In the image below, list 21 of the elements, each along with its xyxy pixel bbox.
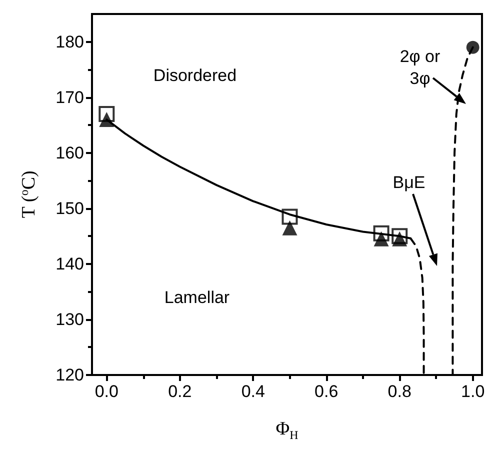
- x-tick-label: 0.2: [168, 382, 192, 401]
- y-tick-label: 140: [56, 254, 84, 274]
- y-tick-label: 180: [56, 32, 84, 52]
- annotation: 2φ or 3φ: [400, 47, 440, 88]
- point: [282, 220, 298, 236]
- x-tick-label: 1.0: [461, 382, 485, 401]
- annotation: Lamellar: [164, 288, 230, 307]
- y-tick-label: 130: [56, 310, 84, 329]
- x-tick-label: 0.0: [94, 382, 118, 401]
- x-tick-label: 0.4: [241, 382, 265, 401]
- y-tick-label: 150: [56, 198, 84, 218]
- point: [392, 231, 408, 246]
- point: [374, 231, 389, 246]
- y-tick-label: 170: [56, 88, 84, 107]
- annotation: Disordered: [153, 66, 237, 85]
- y-axis-title: T (oC): [17, 170, 40, 218]
- y-tick-label: 120: [56, 366, 84, 384]
- x-tick-label: 0.8: [388, 382, 412, 401]
- x-tick-label: 0.6: [314, 382, 338, 401]
- y-tick-label: 160: [56, 143, 84, 162]
- annotation: BμE: [392, 173, 426, 192]
